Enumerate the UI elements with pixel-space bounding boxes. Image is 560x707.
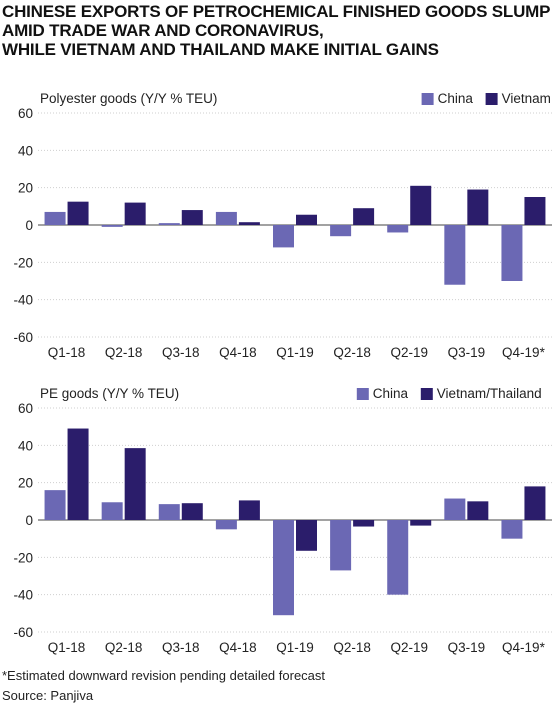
legend-swatch bbox=[485, 93, 498, 105]
x-tick-label: Q2-18 bbox=[105, 640, 143, 655]
bar bbox=[524, 486, 546, 520]
bar bbox=[330, 225, 352, 237]
y-tick-label: -40 bbox=[13, 293, 33, 308]
bar bbox=[158, 504, 180, 520]
y-tick-label: 20 bbox=[18, 181, 33, 196]
bar bbox=[387, 225, 409, 233]
x-tick-label: Q2-18 bbox=[333, 640, 371, 655]
title-line-1: CHINESE EXPORTS OF PETROCHEMICAL FINISHE… bbox=[2, 2, 551, 21]
bar bbox=[67, 201, 89, 225]
bar bbox=[296, 214, 317, 225]
y-tick-label: 40 bbox=[18, 143, 33, 158]
y-tick-label: -40 bbox=[13, 588, 33, 603]
bar bbox=[353, 520, 375, 527]
bar bbox=[410, 185, 432, 225]
bar bbox=[444, 225, 466, 285]
title-line-3: WHILE VIETNAM AND THAILAND MAKE INITIAL … bbox=[2, 40, 439, 59]
bar bbox=[101, 502, 123, 520]
bar bbox=[215, 520, 237, 530]
bar bbox=[410, 520, 432, 526]
legend-label: China bbox=[373, 386, 409, 401]
panel-title: Polyester goods (Y/Y % TEU) bbox=[40, 91, 217, 106]
bar bbox=[238, 222, 260, 225]
title-line-2: AMID TRADE WAR AND CORONAVIRUS, bbox=[2, 21, 324, 40]
bar bbox=[273, 225, 294, 248]
x-tick-label: Q2-18 bbox=[105, 345, 143, 360]
y-tick-label: -60 bbox=[13, 625, 33, 640]
bar bbox=[467, 189, 489, 225]
y-tick-label: 60 bbox=[18, 401, 33, 416]
bar bbox=[444, 498, 466, 520]
legend-swatch bbox=[420, 388, 433, 400]
bar bbox=[238, 500, 260, 520]
bar bbox=[387, 520, 409, 595]
x-tick-label: Q2-18 bbox=[333, 345, 371, 360]
bar bbox=[215, 211, 237, 225]
y-tick-label: -20 bbox=[13, 255, 33, 270]
legend-label: Vietnam bbox=[502, 91, 551, 106]
panel-title: PE goods (Y/Y % TEU) bbox=[40, 386, 179, 401]
legend-swatch bbox=[421, 93, 434, 105]
bar bbox=[181, 503, 203, 520]
x-tick-label: Q1-19 bbox=[276, 345, 314, 360]
x-tick-label: Q3-19 bbox=[448, 345, 486, 360]
y-tick-label: 0 bbox=[25, 513, 33, 528]
x-tick-label: Q2-19 bbox=[390, 345, 428, 360]
bar bbox=[501, 520, 523, 539]
bar bbox=[181, 210, 203, 225]
bar bbox=[158, 223, 180, 225]
bar bbox=[296, 520, 317, 551]
bar bbox=[501, 225, 523, 281]
x-tick-label: Q2-19 bbox=[390, 640, 428, 655]
bar bbox=[353, 208, 375, 225]
polyester-chart: Polyester goods (Y/Y % TEU) China Vietnam 6… bbox=[13, 91, 552, 360]
chart-title: CHINESE EXPORTS OF PETROCHEMICAL FINISHE… bbox=[2, 2, 558, 59]
x-tick-label: Q4-19* bbox=[502, 640, 546, 655]
y-tick-label: 0 bbox=[25, 218, 33, 233]
bar bbox=[67, 428, 89, 520]
x-tick-label: Q3-19 bbox=[448, 640, 486, 655]
x-tick-label: Q3-18 bbox=[162, 345, 200, 360]
pe-chart: PE goods (Y/Y % TEU) China Vietnam/Thailan… bbox=[13, 386, 552, 655]
bar bbox=[124, 202, 146, 225]
x-tick-label: Q4-18 bbox=[219, 640, 257, 655]
bar bbox=[524, 197, 546, 225]
legend-swatch bbox=[356, 388, 369, 400]
legend-label: Vietnam/Thailand bbox=[437, 386, 542, 401]
y-tick-label: 40 bbox=[18, 438, 33, 453]
x-tick-label: Q4-19* bbox=[502, 345, 546, 360]
x-tick-label: Q4-18 bbox=[219, 345, 257, 360]
x-tick-label: Q1-19 bbox=[276, 640, 314, 655]
bar bbox=[124, 448, 146, 520]
x-tick-label: Q3-18 bbox=[162, 640, 200, 655]
legend-label: China bbox=[438, 91, 474, 106]
x-tick-label: Q1-18 bbox=[48, 345, 86, 360]
y-tick-label: 60 bbox=[18, 106, 33, 121]
bar bbox=[44, 211, 66, 225]
x-tick-label: Q1-18 bbox=[48, 640, 86, 655]
y-tick-label: -20 bbox=[13, 550, 33, 565]
y-tick-label: 20 bbox=[18, 476, 33, 491]
bar bbox=[330, 520, 352, 571]
bar bbox=[101, 225, 123, 227]
footnote-estimate: *Estimated downward revision pending det… bbox=[2, 668, 326, 683]
bar bbox=[273, 520, 294, 616]
bar bbox=[467, 501, 489, 520]
y-tick-label: -60 bbox=[13, 330, 33, 345]
bar bbox=[44, 490, 66, 520]
footnote-source: Source: Panjiva bbox=[2, 688, 94, 703]
